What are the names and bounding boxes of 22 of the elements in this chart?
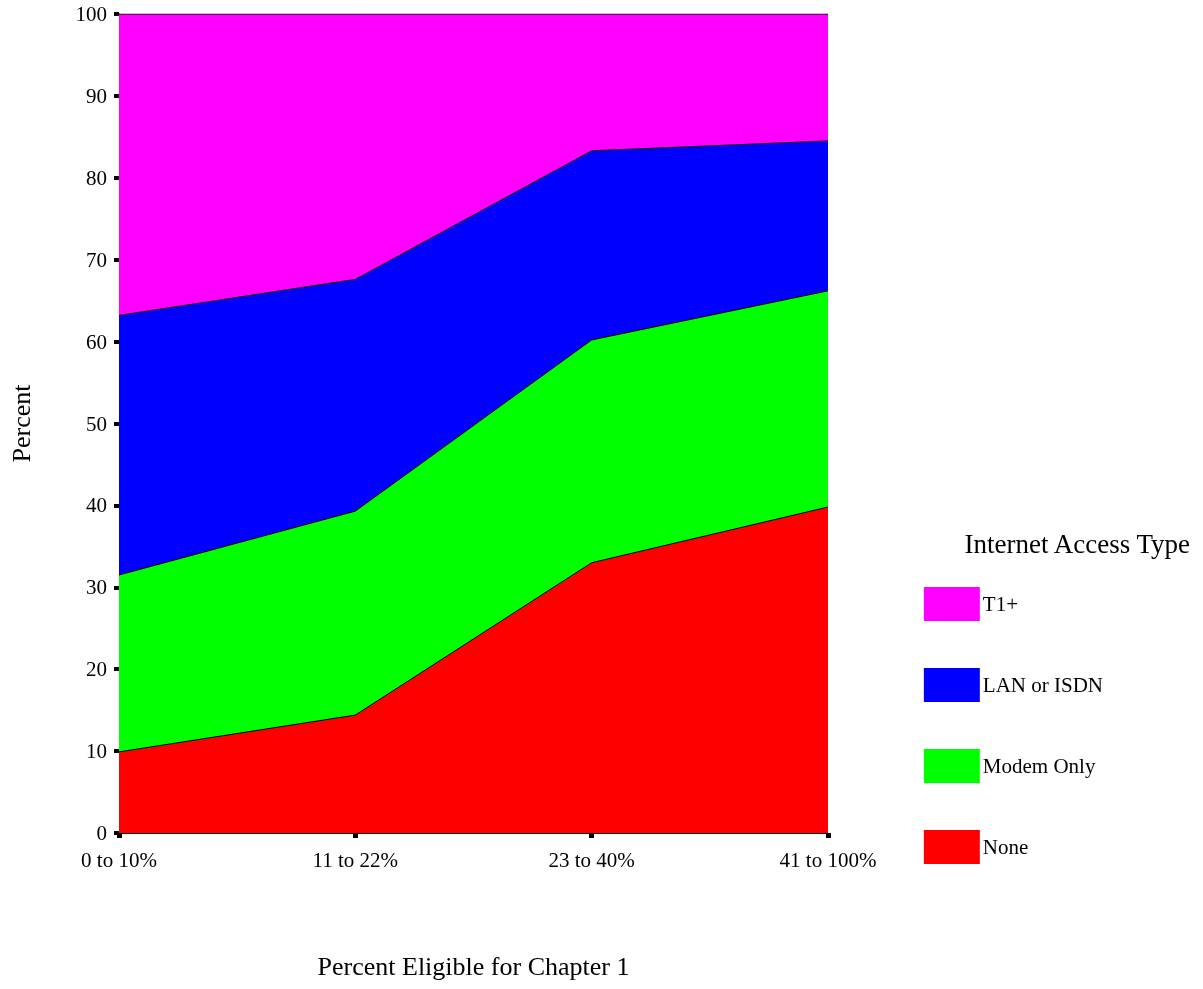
legend-label: Modem Only: [982, 754, 1096, 778]
y-tick-label: 70: [86, 247, 107, 272]
y-tick-label: 50: [86, 411, 107, 436]
x-tick-label: 23 to 40%: [548, 847, 635, 872]
x-tick-label: 41 to 100%: [779, 847, 877, 872]
y-tick-label: 10: [86, 739, 107, 764]
y-tick-label: 90: [86, 83, 107, 108]
y-tick-label: 80: [86, 165, 107, 190]
x-tick-label: 11 to 22%: [312, 847, 399, 872]
y-tick-label: 20: [86, 657, 107, 682]
legend-label: None: [982, 835, 1029, 859]
y-tick-label: 0: [96, 821, 107, 845]
y-tick-label: 100: [75, 2, 107, 26]
legend-title: Internet Access Type: [964, 528, 1191, 559]
y-tick-label: 40: [86, 493, 107, 518]
legend-label: LAN or ISDN: [982, 673, 1103, 697]
x-axis-title: Percent Eligible for Chapter 1: [317, 951, 630, 981]
x-tick-label: 0 to 10%: [81, 847, 157, 872]
y-tick-label: 30: [86, 575, 107, 600]
y-tick-label: 60: [86, 329, 107, 354]
y-axis-title: Percent: [6, 383, 36, 463]
legend-label: T1+: [982, 592, 1019, 616]
